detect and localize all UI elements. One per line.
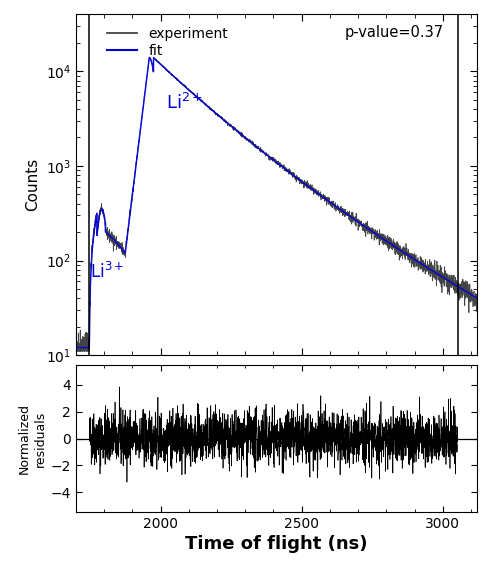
Y-axis label: Counts: Counts xyxy=(25,158,40,211)
Y-axis label: Normalized
residuals: Normalized residuals xyxy=(18,403,46,474)
Text: Li$^{2+}$: Li$^{2+}$ xyxy=(166,93,203,113)
Legend: experiment, fit: experiment, fit xyxy=(106,27,228,58)
Text: p-value=0.37: p-value=0.37 xyxy=(344,25,443,40)
X-axis label: Time of flight (ns): Time of flight (ns) xyxy=(184,536,367,554)
Text: Li$^{3+}$: Li$^{3+}$ xyxy=(90,262,124,282)
